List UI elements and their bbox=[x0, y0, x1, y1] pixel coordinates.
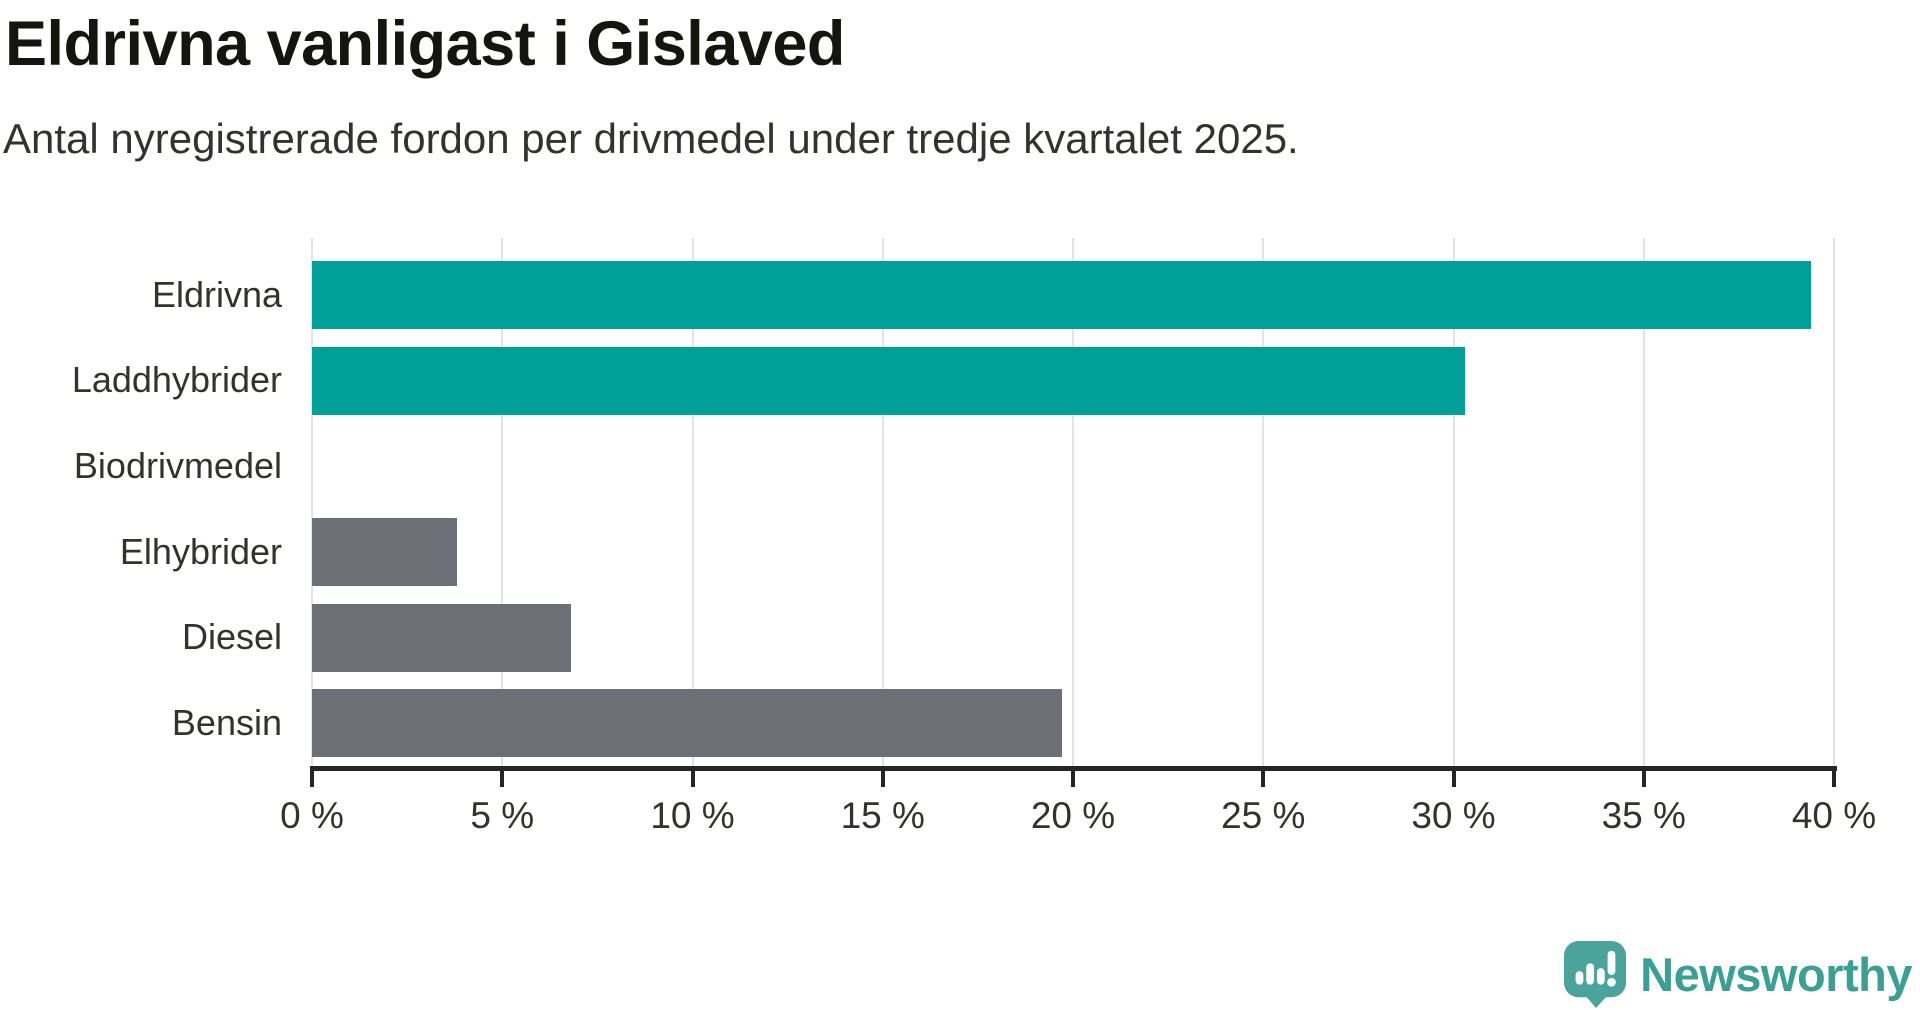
x-tick-0 bbox=[310, 766, 314, 787]
x-tick-label-15: 15 % bbox=[840, 795, 925, 836]
gridline-30 bbox=[1452, 238, 1455, 766]
y-label-eldrivna: Eldrivna bbox=[151, 273, 282, 315]
bar-diesel bbox=[312, 603, 571, 672]
gridline-5 bbox=[501, 238, 504, 766]
x-tick-35 bbox=[1641, 766, 1646, 787]
x-tick-label-0: 0 % bbox=[280, 795, 344, 836]
y-label-bensin: Bensin bbox=[171, 702, 282, 744]
x-tick-label-35: 35 % bbox=[1601, 795, 1686, 836]
y-label-biodrivmedel: Biodrivmedel bbox=[73, 445, 282, 487]
y-label-elhybrider: Elhybrider bbox=[119, 530, 282, 572]
chart-subtitle: Antal nyregistrerade fordon per drivmede… bbox=[3, 115, 1299, 162]
x-tick-label-10: 10 % bbox=[650, 795, 735, 836]
bar-bensin bbox=[312, 689, 1062, 758]
x-tick-label-30: 30 % bbox=[1411, 795, 1496, 836]
y-label-diesel: Diesel bbox=[181, 616, 282, 658]
gridline-35 bbox=[1642, 238, 1645, 766]
gridline-40 bbox=[1833, 238, 1835, 766]
newsworthy-logo-icon bbox=[1564, 941, 1627, 1008]
x-tick-30 bbox=[1451, 766, 1456, 787]
gridline-20 bbox=[1072, 238, 1074, 766]
x-tick-label-20: 20 % bbox=[1030, 795, 1116, 836]
x-tick-15 bbox=[880, 766, 885, 787]
x-tick-20 bbox=[1071, 766, 1075, 787]
gridline-0 bbox=[311, 238, 313, 766]
bar-chart: Eldrivna Laddhybrider Biodrivmedel Elhybrid… bbox=[0, 238, 1920, 852]
x-tick-label-25: 25 % bbox=[1221, 795, 1306, 836]
x-tick-label-40: 40 % bbox=[1791, 795, 1877, 836]
bar-laddhybrider bbox=[312, 346, 1465, 415]
gridline-25 bbox=[1262, 238, 1265, 766]
x-tick-40 bbox=[1832, 766, 1836, 787]
bar-eldrivna bbox=[312, 260, 1812, 329]
gridline-10 bbox=[691, 238, 694, 766]
bar-chart-plot-area bbox=[311, 238, 1835, 766]
x-tick-5 bbox=[500, 766, 505, 787]
newsworthy-logo: Newsworthy bbox=[1563, 940, 1912, 1008]
x-tick-label-5: 5 % bbox=[470, 795, 535, 836]
chart-title: Eldrivna vanligast i Gislaved bbox=[5, 9, 845, 79]
x-tick-10 bbox=[690, 766, 695, 787]
x-tick-25 bbox=[1261, 766, 1266, 787]
newsworthy-logo-text: Newsworthy bbox=[1640, 947, 1912, 1001]
y-axis-labels: Eldrivna Laddhybrider Biodrivmedel Elhybrid… bbox=[0, 252, 312, 766]
y-label-laddhybrider: Laddhybrider bbox=[71, 359, 282, 401]
gridline-15 bbox=[881, 238, 884, 766]
bar-elhybrider bbox=[312, 517, 457, 586]
